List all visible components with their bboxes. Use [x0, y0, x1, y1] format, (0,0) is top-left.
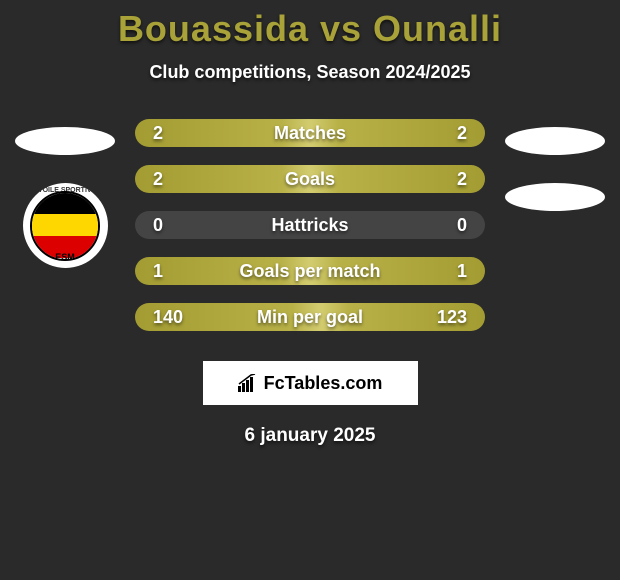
brand-label: FcTables.com	[264, 373, 383, 394]
stat-label: Goals per match	[135, 261, 485, 282]
team-placeholder-left	[15, 127, 115, 155]
stat-right-value: 1	[457, 261, 467, 282]
stat-bar: 0Hattricks0	[135, 211, 485, 239]
page-title: Bouassida vs Ounalli	[0, 8, 620, 50]
stat-label: Matches	[135, 123, 485, 144]
club-badge-inner	[30, 191, 100, 261]
subtitle: Club competitions, Season 2024/2025	[0, 62, 620, 83]
stat-bar: 1Goals per match1	[135, 257, 485, 285]
stat-label: Hattricks	[135, 215, 485, 236]
stat-bar: 140Min per goal123	[135, 303, 485, 331]
team-placeholder-right-2	[505, 183, 605, 211]
club-badge-left: ETOILE SPORTIVE 1950 ESM	[23, 183, 108, 268]
stat-right-value: 0	[457, 215, 467, 236]
left-team-column: ETOILE SPORTIVE 1950 ESM	[15, 119, 115, 268]
team-placeholder-right-1	[505, 127, 605, 155]
chart-icon	[238, 374, 258, 392]
brand-box[interactable]: FcTables.com	[203, 361, 418, 405]
club-badge-code: ESM	[23, 252, 108, 262]
right-team-column	[505, 119, 605, 211]
stat-bar: 2Matches2	[135, 119, 485, 147]
stat-label: Goals	[135, 169, 485, 190]
date-label: 6 january 2025	[0, 425, 620, 447]
stat-right-value: 2	[457, 169, 467, 190]
stat-bars: 2Matches22Goals20Hattricks01Goals per ma…	[135, 119, 485, 331]
stat-right-value: 123	[437, 307, 467, 328]
main-row: ETOILE SPORTIVE 1950 ESM 2Matches22Goals…	[0, 119, 620, 331]
comparison-card: Bouassida vs Ounalli Club competitions, …	[0, 0, 620, 447]
stat-label: Min per goal	[135, 307, 485, 328]
stat-bar: 2Goals2	[135, 165, 485, 193]
stat-right-value: 2	[457, 123, 467, 144]
